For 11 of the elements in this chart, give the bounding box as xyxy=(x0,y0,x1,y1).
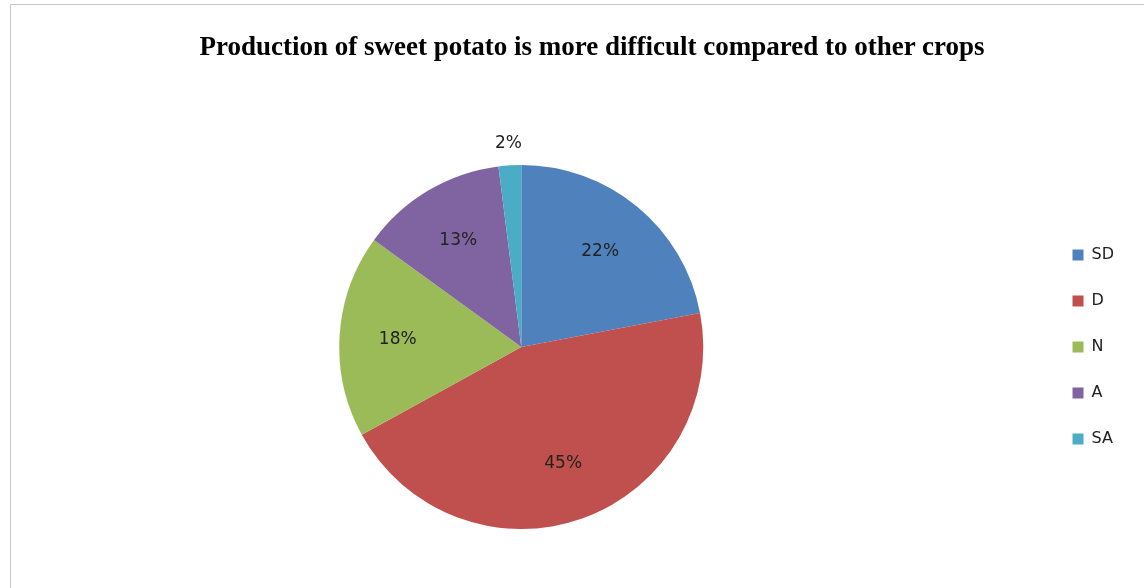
legend-label: A xyxy=(1091,382,1103,402)
data-label: 18% xyxy=(378,327,417,348)
data-label: 45% xyxy=(544,451,583,472)
legend-label: SA xyxy=(1091,428,1113,448)
legend-label: N xyxy=(1091,336,1104,356)
legend-label: SD xyxy=(1091,244,1115,264)
legend-label: D xyxy=(1091,290,1104,310)
chart-title: Production of sweet potato is more difficult compared to other crops xyxy=(198,30,986,63)
data-label: 13% xyxy=(439,228,478,249)
data-label: 22% xyxy=(581,240,620,261)
data-label: 2% xyxy=(494,131,522,152)
